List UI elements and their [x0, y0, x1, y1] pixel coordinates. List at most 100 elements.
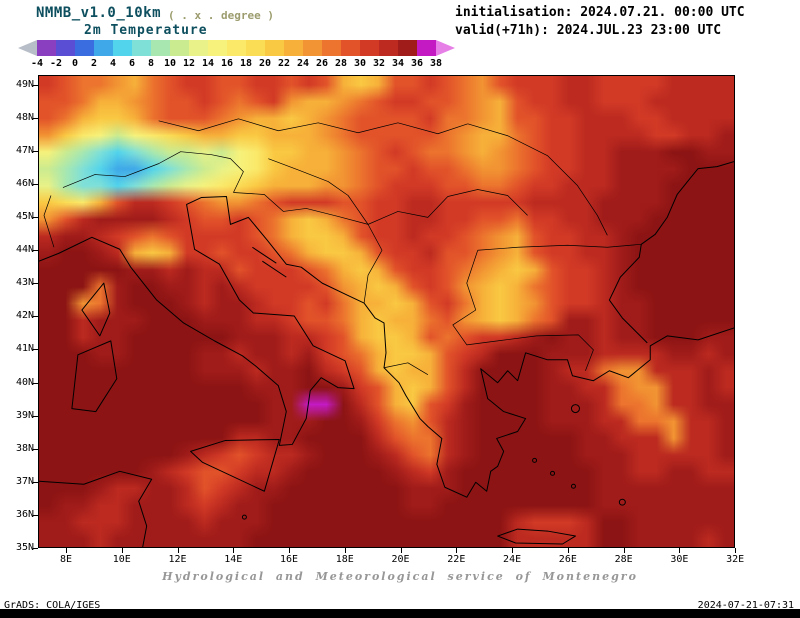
colorbar-tick-label: 12: [182, 58, 196, 69]
lat-tick-label: 42N: [15, 310, 34, 322]
colorbar-segment: [132, 40, 151, 56]
bottom-bar: [0, 609, 800, 618]
lat-tick-label: 47N: [15, 145, 34, 157]
colorbar-tick-label: 4: [109, 58, 117, 69]
colorbar-segment: [94, 40, 113, 56]
lon-tick-mark: [512, 548, 514, 553]
coastlines-borders-overlay: [39, 118, 734, 547]
colorbar-segment: [227, 40, 246, 56]
lon-tick-mark: [400, 548, 402, 553]
lon-tick-label: 12E: [168, 554, 187, 565]
colorbar-segment: [398, 40, 417, 56]
aegean-island: [532, 457, 538, 463]
lon-tick-label: 32E: [726, 554, 745, 565]
lat-tick-label: 44N: [15, 244, 34, 256]
resolution-note: ( . x . degree ): [168, 9, 274, 22]
lon-tick-mark: [121, 548, 123, 553]
lon-tick-label: 24E: [503, 554, 522, 565]
country-borders: [43, 118, 642, 376]
valid-time: valid(+71h): 2024.JUL.23 23:00 UTC: [455, 23, 722, 38]
colorbar-segment: [189, 40, 208, 56]
render-timestamp: 2024-07-21-07:31: [697, 600, 794, 611]
rhodes-outline: [618, 498, 626, 506]
colorbar-tick-label: -4: [30, 58, 44, 69]
aegean-island: [570, 483, 576, 489]
lon-tick-mark: [233, 548, 235, 553]
corsica-outline: [81, 282, 111, 337]
colorbar-segment: [379, 40, 398, 56]
colorbar-tick-label: -2: [49, 58, 63, 69]
colorbar-segment: [284, 40, 303, 56]
colorbar-tick-label: 8: [147, 58, 155, 69]
colorbar-segment: [246, 40, 265, 56]
colorbar-tick-label: 0: [71, 58, 79, 69]
lon-tick-label: 16E: [280, 554, 299, 565]
lat-tick-label: 49N: [15, 79, 34, 90]
crete-outline: [497, 528, 576, 545]
colorbar-tick-label: 34: [391, 58, 405, 69]
colorbar-tick-label: 6: [128, 58, 136, 69]
colorbar-segment: [151, 40, 170, 56]
colorbar-right-arrow-icon: [436, 40, 455, 56]
lat-tick-mark: [33, 250, 38, 252]
colorbar-tick-label: 10: [163, 58, 177, 69]
lon-tick-label: 10E: [112, 554, 131, 565]
lat-tick-label: 35N: [15, 541, 34, 553]
colorbar-tick-label: 30: [353, 58, 367, 69]
colorbar-tick-label: 36: [410, 58, 424, 69]
lat-tick-mark: [33, 415, 38, 417]
lat-tick-label: 37N: [15, 475, 34, 487]
grads-credit: GrADS: COLA/IGES: [4, 600, 101, 611]
aegean-island: [550, 470, 556, 476]
colorbar-segment: [417, 40, 436, 56]
colorbar-segment: [322, 40, 341, 56]
colorbar-segment: [75, 40, 94, 56]
lon-tick-label: 8E: [59, 554, 73, 565]
temperature-colorbar: [18, 40, 455, 56]
lon-tick-mark: [567, 548, 569, 553]
lat-tick-label: 46N: [15, 178, 34, 190]
lat-tick-label: 41N: [15, 343, 34, 355]
lat-tick-label: 43N: [15, 277, 34, 289]
lat-tick-mark: [33, 283, 38, 285]
colorbar-tick-label: 22: [277, 58, 291, 69]
lat-tick-mark: [33, 217, 38, 219]
lon-tick-mark: [289, 548, 291, 553]
colorbar-left-arrow-icon: [18, 40, 37, 56]
colorbar-tick-label: 20: [258, 58, 272, 69]
colorbar-segments: [37, 40, 436, 56]
lat-tick-mark: [33, 316, 38, 318]
lat-tick-mark: [33, 382, 38, 384]
colorbar-tick-label: 28: [334, 58, 348, 69]
lon-tick-label: 18E: [335, 554, 354, 565]
lat-tick-label: 38N: [15, 442, 34, 454]
colorbar-segment: [360, 40, 379, 56]
colorbar-tick-label: 26: [315, 58, 329, 69]
sardinia-outline: [71, 340, 118, 413]
lat-tick-label: 36N: [15, 508, 34, 520]
lat-tick-label: 48N: [15, 112, 34, 124]
colorbar-segment: [113, 40, 132, 56]
lon-tick-mark: [177, 548, 179, 553]
lon-tick-label: 20E: [391, 554, 410, 565]
colorbar-tick-label: 18: [239, 58, 253, 69]
colorbar-tick-label: 24: [296, 58, 310, 69]
initialisation-time: initialisation: 2024.07.21. 00:00 UTC: [455, 5, 745, 20]
lon-tick-mark: [623, 548, 625, 553]
colorbar-segment: [37, 40, 56, 56]
lat-tick-mark: [33, 85, 38, 86]
malta-outline: [241, 514, 247, 520]
colorbar-tick-label: 16: [220, 58, 234, 69]
lat-tick-mark: [33, 184, 38, 186]
mainland-coastline: [39, 195, 734, 498]
lat-tick-mark: [33, 514, 38, 516]
lon-tick-mark: [66, 548, 67, 553]
colorbar-segment: [303, 40, 322, 56]
africa-coastline: [39, 470, 153, 547]
black-sea-coastline: [608, 161, 734, 344]
model-title: NMMB_v1.0_10km: [36, 5, 162, 21]
lon-tick-label: 22E: [447, 554, 466, 565]
lon-tick-mark: [456, 548, 458, 553]
service-credit: Hydrological and Meteorological service …: [162, 570, 638, 583]
